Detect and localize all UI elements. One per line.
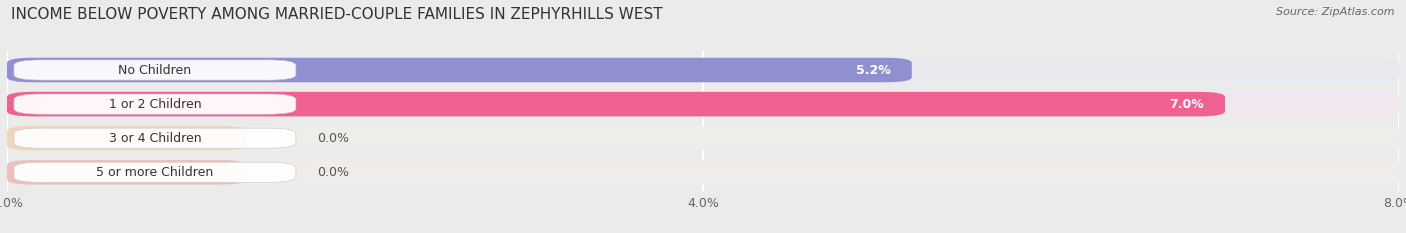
Text: 5 or more Children: 5 or more Children	[96, 166, 214, 179]
FancyBboxPatch shape	[7, 160, 246, 185]
Text: 0.0%: 0.0%	[316, 166, 349, 179]
Text: No Children: No Children	[118, 64, 191, 76]
FancyBboxPatch shape	[7, 160, 1399, 185]
Text: Source: ZipAtlas.com: Source: ZipAtlas.com	[1277, 7, 1395, 17]
Text: 5.2%: 5.2%	[856, 64, 891, 76]
Text: INCOME BELOW POVERTY AMONG MARRIED-COUPLE FAMILIES IN ZEPHYRHILLS WEST: INCOME BELOW POVERTY AMONG MARRIED-COUPL…	[11, 7, 662, 22]
FancyBboxPatch shape	[7, 92, 1225, 116]
FancyBboxPatch shape	[7, 58, 912, 82]
FancyBboxPatch shape	[7, 92, 1399, 116]
Text: 3 or 4 Children: 3 or 4 Children	[108, 132, 201, 145]
FancyBboxPatch shape	[7, 126, 246, 151]
FancyBboxPatch shape	[7, 126, 1399, 151]
Text: 7.0%: 7.0%	[1170, 98, 1204, 111]
FancyBboxPatch shape	[14, 162, 295, 182]
FancyBboxPatch shape	[14, 60, 295, 80]
FancyBboxPatch shape	[14, 128, 295, 148]
Text: 1 or 2 Children: 1 or 2 Children	[108, 98, 201, 111]
Text: 0.0%: 0.0%	[316, 132, 349, 145]
FancyBboxPatch shape	[7, 58, 1399, 82]
FancyBboxPatch shape	[14, 94, 295, 114]
